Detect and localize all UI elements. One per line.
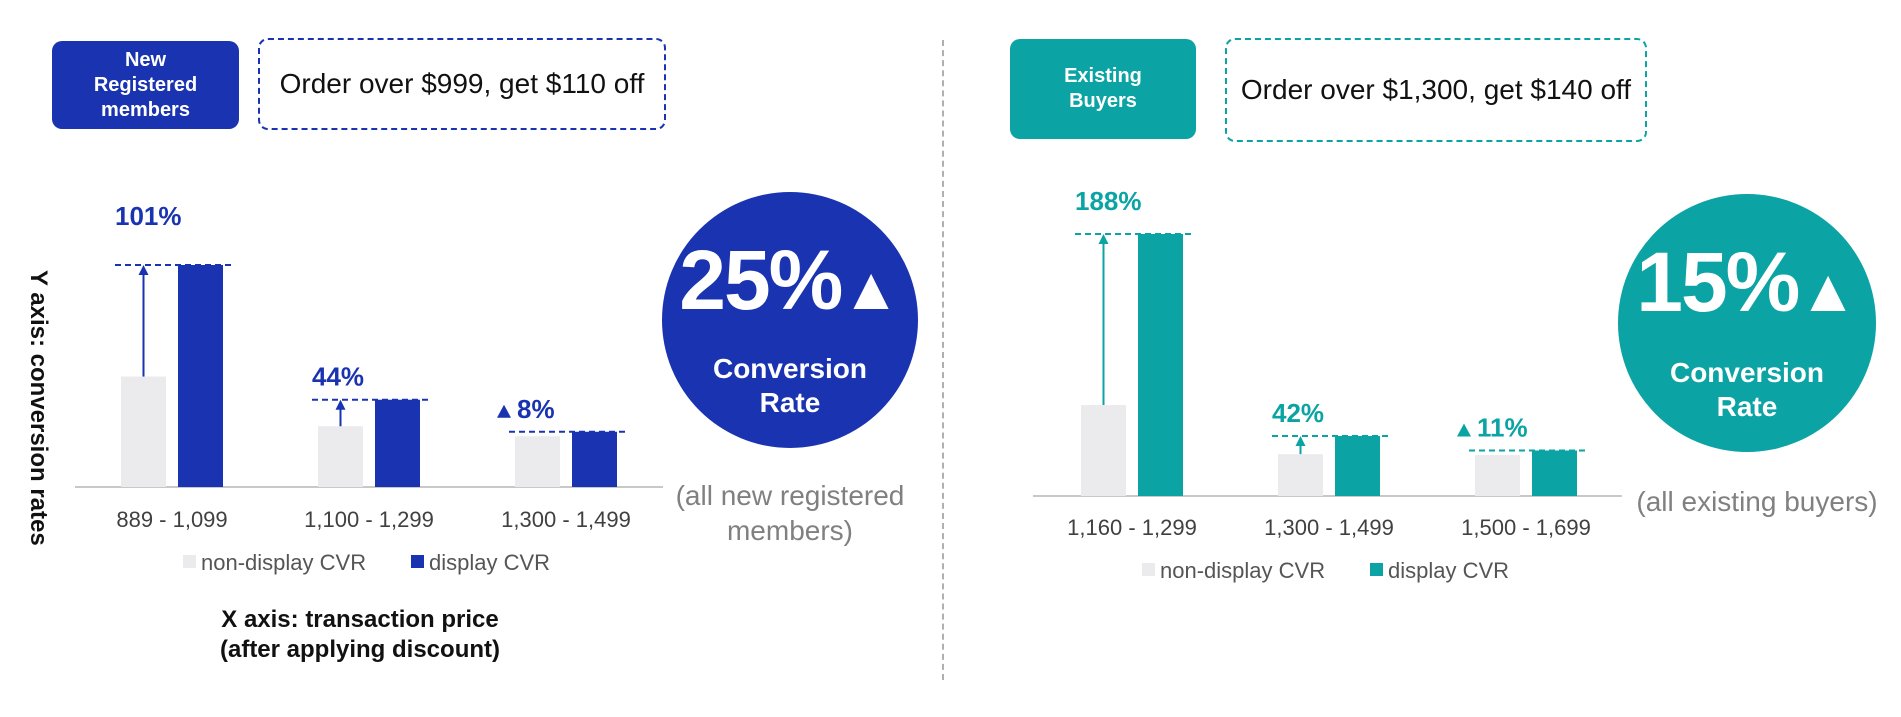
legend-label-non-display: non-display CVR	[1160, 558, 1325, 583]
x-tick-label: 889 - 1,099	[116, 507, 227, 532]
legend-swatch-non-display	[1142, 563, 1155, 576]
uplift-arrow-head	[335, 399, 346, 410]
x-tick-label: 1,300 - 1,499	[1264, 515, 1394, 540]
bar-display-cvr	[375, 399, 420, 487]
badge-caption-existing-buyers: (all existing buyers)	[1636, 486, 1878, 517]
x-tick-label: 1,500 - 1,699	[1461, 515, 1591, 540]
offer-box-new-members: Order over $999, get $110 off	[258, 38, 666, 130]
legend-swatch-non-display	[183, 555, 196, 568]
uplift-label: 44%	[312, 362, 364, 392]
legend-swatch-display	[1370, 563, 1383, 576]
badge-value: 25%	[679, 233, 843, 327]
uplift-arrow-head	[1098, 234, 1109, 244]
legend-label-display: display CVR	[429, 550, 550, 575]
badge-percentage: 25%▲	[662, 232, 918, 329]
offer-box-existing-buyers: Order over $1,300, get $140 off	[1225, 38, 1647, 142]
bar-display-cvr	[1138, 234, 1183, 496]
small-up-triangle-icon	[497, 404, 511, 418]
x-tick-label: 1,300 - 1,499	[501, 507, 631, 532]
x-tick-label: 1,160 - 1,299	[1067, 515, 1197, 540]
bar-non-display-cvr	[121, 376, 166, 487]
bar-non-display-cvr	[318, 426, 363, 487]
legend-label-display: display CVR	[1388, 558, 1509, 583]
small-up-triangle-icon	[1457, 423, 1471, 437]
uplift-arrow-head	[138, 265, 149, 275]
uplift-label: 8%	[517, 394, 555, 424]
uplift-label: 101%	[115, 201, 182, 231]
conversion-badge-new-members: 25%▲ Conversion Rate	[662, 192, 918, 448]
legend-label-non-display: non-display CVR	[201, 550, 366, 575]
bar-display-cvr	[1532, 450, 1577, 496]
x-tick-label: 1,100 - 1,299	[304, 507, 434, 532]
up-triangle-icon: ▲	[841, 255, 901, 322]
bar-display-cvr	[1335, 435, 1380, 496]
legend-swatch-display	[411, 555, 424, 568]
bar-non-display-cvr	[1081, 405, 1126, 496]
badge-label: Conversion Rate	[1669, 357, 1825, 422]
x-axis-title: X axis: transaction price (after applyin…	[219, 606, 500, 663]
bar-display-cvr	[572, 431, 617, 487]
bar-display-cvr	[178, 265, 223, 487]
up-triangle-icon: ▲	[1798, 257, 1858, 324]
bar-non-display-cvr	[515, 436, 560, 487]
segment-tag-new-members: New Registered members	[52, 41, 239, 129]
bar-non-display-cvr	[1475, 455, 1520, 496]
uplift-arrow-head	[1295, 435, 1306, 446]
badge-caption-new-members: (all new registered members)	[675, 480, 905, 546]
uplift-label: 42%	[1272, 398, 1324, 428]
badge-percentage: 15%▲	[1618, 234, 1876, 331]
bar-non-display-cvr	[1278, 454, 1323, 496]
uplift-label: 11%	[1477, 413, 1528, 443]
badge-label: Conversion Rate	[712, 353, 868, 418]
badge-value: 15%	[1636, 235, 1800, 329]
uplift-label: 188%	[1075, 186, 1142, 216]
conversion-badge-existing-buyers: 15%▲ Conversion Rate	[1618, 194, 1876, 452]
segment-tag-existing-buyers: Existing Buyers	[1010, 39, 1196, 139]
panel-divider	[942, 40, 944, 680]
